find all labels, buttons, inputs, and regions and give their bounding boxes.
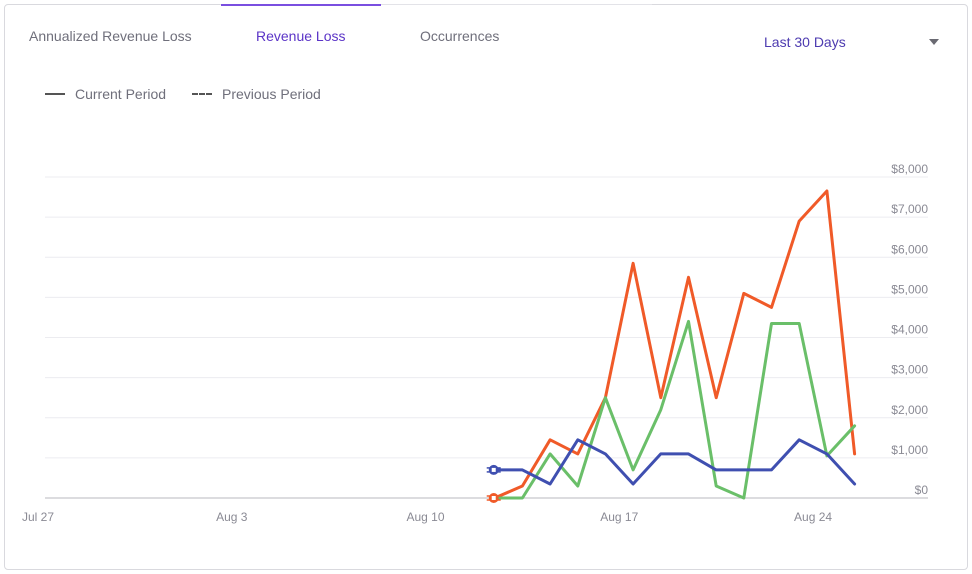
x-tick-label: Aug 24 — [794, 510, 832, 524]
tab-revenue-loss[interactable]: Revenue Loss — [256, 28, 346, 44]
y-tick-label: $5,000 — [891, 282, 928, 296]
x-tick-label: Aug 10 — [406, 510, 444, 524]
y-tick-label: $2,000 — [891, 403, 928, 417]
y-tick-label: $1,000 — [891, 443, 928, 457]
y-tick-label: $4,000 — [891, 323, 928, 337]
y-tick-label: $6,000 — [891, 242, 928, 256]
solid-line-swatch — [45, 93, 65, 95]
active-tab-indicator — [221, 4, 381, 6]
tab-occurrences[interactable]: Occurrences — [420, 28, 500, 44]
x-tick-label: Aug 3 — [216, 510, 248, 524]
chevron-down-icon[interactable] — [929, 39, 939, 45]
date-range-select[interactable]: Last 30 Days — [764, 34, 846, 50]
legend-current-label: Current Period — [75, 86, 167, 102]
series-line — [493, 438, 857, 486]
legend-current[interactable]: Current Period — [45, 86, 166, 102]
chart-card — [4, 4, 968, 570]
y-tick-label: $7,000 — [891, 202, 928, 216]
y-tick-label: $0 — [915, 483, 929, 497]
tab-annualized-revenue-loss[interactable]: Annualized Revenue Loss — [29, 28, 192, 44]
series-line — [493, 189, 857, 500]
y-tick-label: $8,000 — [891, 162, 928, 176]
bug-icon-center — [491, 467, 496, 472]
y-tick-label: $3,000 — [891, 363, 928, 377]
tabs-divider — [220, 4, 652, 5]
legend-previous-label: Previous Period — [222, 86, 321, 102]
x-tick-label: Jul 27 — [22, 510, 54, 524]
series-line — [493, 319, 857, 500]
legend-previous[interactable]: Previous Period — [192, 86, 321, 102]
x-tick-label: Aug 17 — [600, 510, 638, 524]
bug-icon-center — [491, 496, 496, 500]
dashed-line-swatch — [192, 93, 212, 95]
